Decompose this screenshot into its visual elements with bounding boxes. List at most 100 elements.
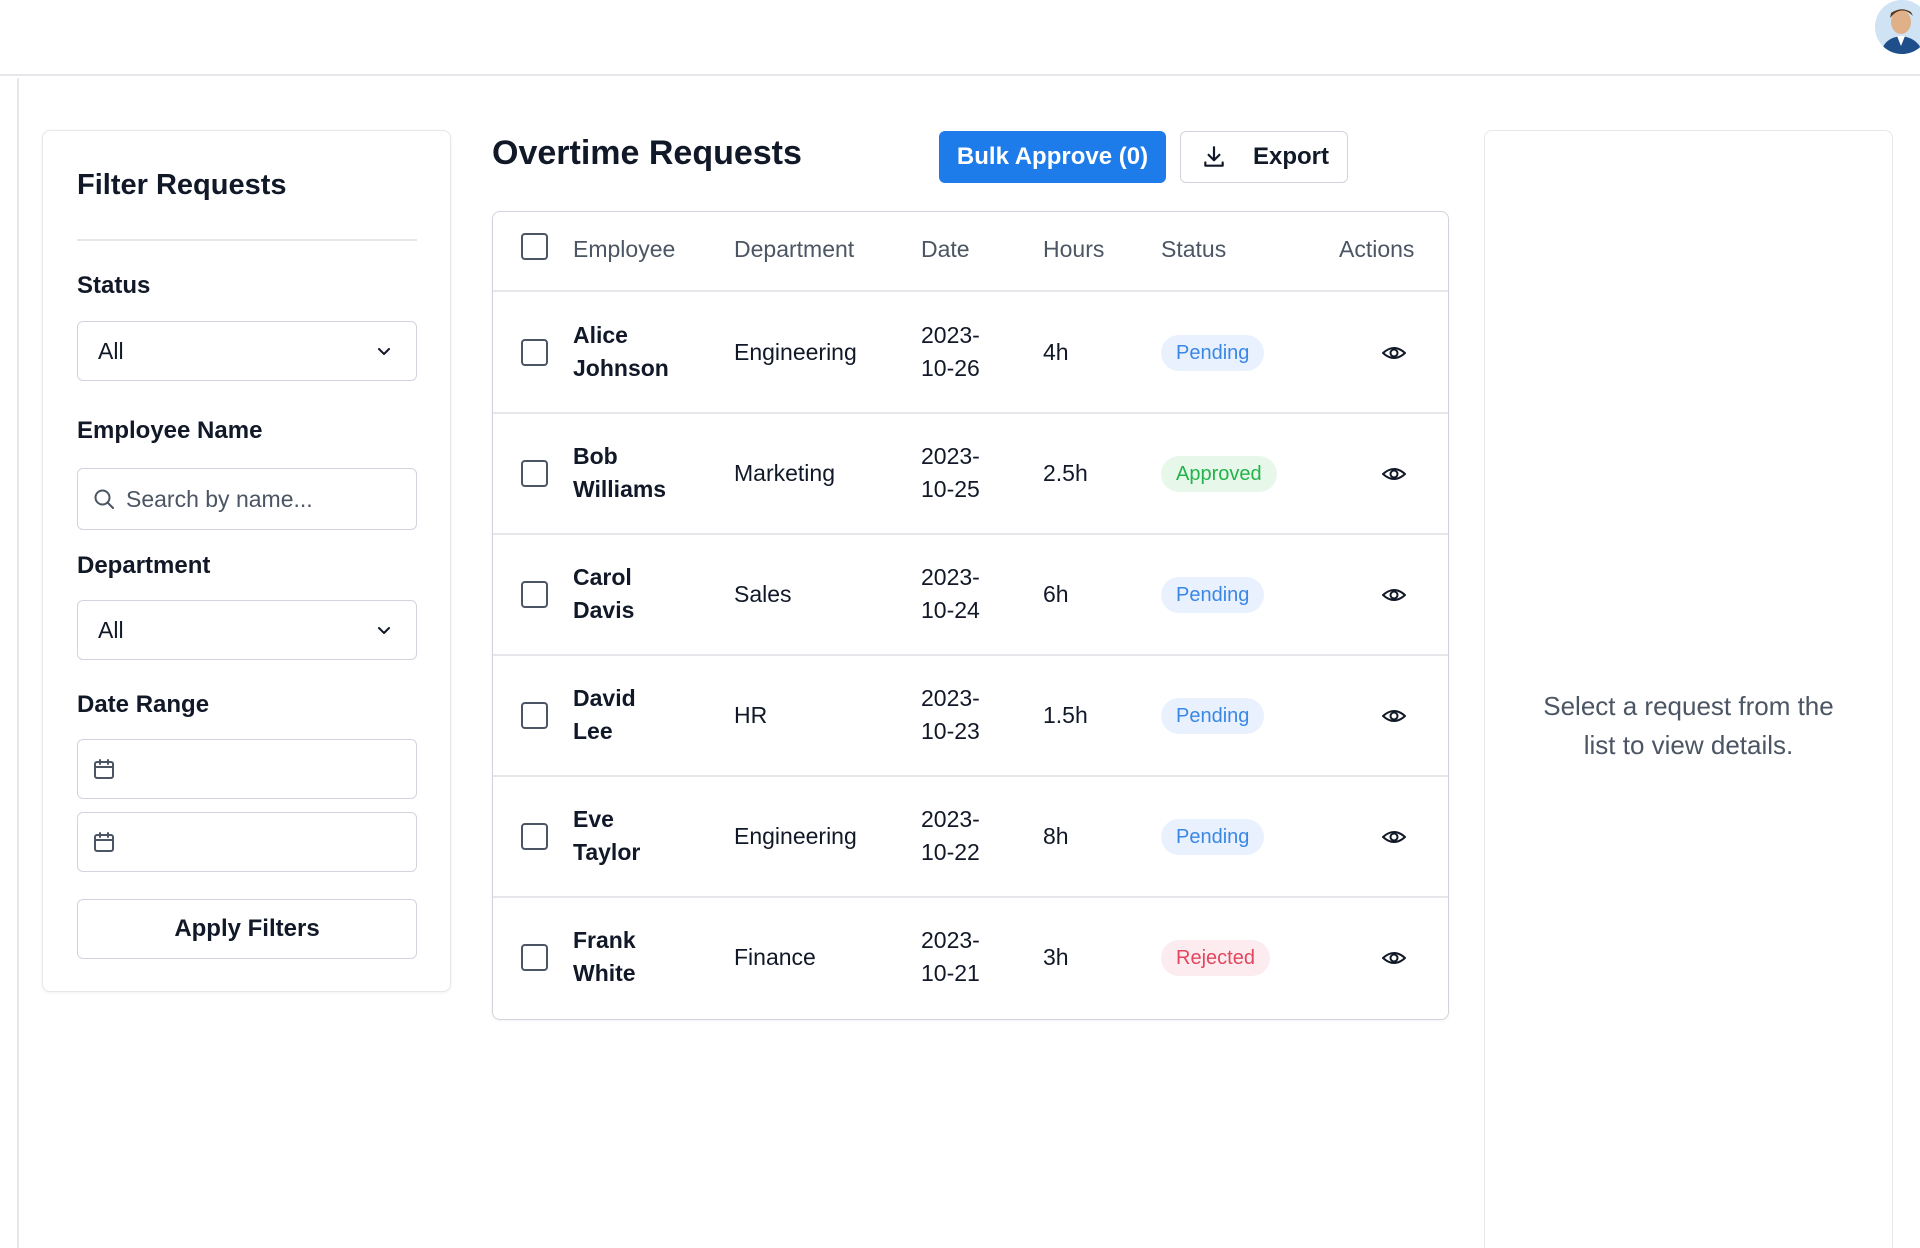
calendar-icon: [94, 759, 114, 779]
employee-name: Bob Williams: [573, 440, 683, 506]
status-badge: Pending: [1161, 819, 1265, 855]
employee-search-input[interactable]: [126, 485, 396, 513]
employee-first-name: Carol: [573, 564, 632, 590]
chevron-down-icon: [378, 348, 390, 355]
employee-last-name: Taylor: [573, 839, 641, 865]
search-icon: [94, 489, 114, 509]
hours-cell: 6h: [1043, 581, 1069, 607]
employee-first-name: David: [573, 685, 636, 711]
department-label: Department: [77, 552, 211, 579]
date-year: 2023-: [921, 564, 980, 590]
page-title: Overtime Requests: [492, 134, 802, 172]
details-panel: Select a request from the list to view d…: [1484, 130, 1893, 1248]
row-checkbox[interactable]: [521, 823, 548, 850]
eye-icon[interactable]: [1381, 827, 1407, 847]
eye-icon[interactable]: [1381, 948, 1407, 968]
status-select[interactable]: All: [77, 321, 417, 381]
date-cell: 2023- 10-25: [921, 440, 1001, 506]
date-month-day: 10-21: [921, 960, 980, 986]
date-month-day: 10-22: [921, 839, 980, 865]
hours-cell: 2.5h: [1043, 460, 1088, 486]
department-cell: Engineering: [734, 823, 857, 849]
eye-icon[interactable]: [1381, 706, 1407, 726]
download-icon: [1204, 146, 1224, 167]
employee-last-name: Williams: [573, 476, 667, 502]
table-row[interactable]: Alice Johnson Engineering 2023- 10-26 4h Pendi…: [493, 293, 1448, 414]
row-checkbox[interactable]: [521, 944, 548, 971]
employee-search-field[interactable]: [77, 468, 417, 530]
export-label: Export: [1253, 143, 1330, 170]
calendar-icon: [94, 832, 114, 852]
select-all-checkbox[interactable]: [521, 233, 548, 260]
column-header-status: Status: [1161, 236, 1227, 262]
column-header-actions: Actions: [1339, 236, 1415, 262]
employee-name: Frank White: [573, 924, 683, 990]
hours-cell: 8h: [1043, 823, 1069, 849]
employee-first-name: Bob: [573, 443, 618, 469]
status-badge: Pending: [1161, 335, 1265, 371]
department-select[interactable]: All: [77, 600, 417, 660]
department-cell: Finance: [734, 944, 816, 970]
row-checkbox[interactable]: [521, 702, 548, 729]
employee-first-name: Alice: [573, 322, 628, 348]
filter-title: Filter Requests: [77, 169, 287, 201]
apply-filters-button[interactable]: Apply Filters: [77, 899, 417, 959]
department-cell: HR: [734, 702, 768, 728]
employee-name: David Lee: [573, 682, 683, 748]
export-button[interactable]: Export: [1180, 131, 1348, 183]
sidebar-divider: [17, 78, 19, 1248]
date-year: 2023-: [921, 685, 980, 711]
department-cell: Sales: [734, 581, 792, 607]
table-header: Employee Department Date Hours Status Ac…: [493, 212, 1448, 292]
date-month-day: 10-24: [921, 597, 980, 623]
row-checkbox[interactable]: [521, 339, 548, 366]
date-year: 2023-: [921, 443, 980, 469]
employee-first-name: Eve: [573, 806, 614, 832]
eye-icon[interactable]: [1381, 585, 1407, 605]
table-row[interactable]: Frank White Finance 2023- 10-21 3h Rejected: [493, 898, 1448, 1019]
table-row[interactable]: David Lee HR 2023- 10-23 1.5h Pending: [493, 656, 1448, 777]
date-cell: 2023- 10-21: [921, 924, 1001, 990]
status-badge: Approved: [1161, 456, 1277, 492]
status-badge: Pending: [1161, 698, 1265, 734]
employee-last-name: Lee: [573, 718, 613, 744]
chevron-down-icon: [378, 627, 390, 634]
row-checkbox[interactable]: [521, 581, 548, 608]
hours-cell: 3h: [1043, 944, 1069, 970]
requests-table: Employee Department Date Hours Status Ac…: [492, 211, 1449, 1020]
date-year: 2023-: [921, 322, 980, 348]
department-cell: Marketing: [734, 460, 835, 486]
bulk-approve-button[interactable]: Bulk Approve (0): [939, 131, 1166, 183]
date-range-label: Date Range: [77, 691, 210, 718]
status-badge: Pending: [1161, 577, 1265, 613]
row-checkbox[interactable]: [521, 460, 548, 487]
start-date-field[interactable]: [77, 739, 417, 799]
date-year: 2023-: [921, 927, 980, 953]
department-cell: Engineering: [734, 339, 857, 365]
details-empty-message: Select a request from the list to view d…: [1543, 691, 1834, 760]
eye-icon[interactable]: [1381, 343, 1407, 363]
table-row[interactable]: Bob Williams Marketing 2023- 10-25 2.5h Approv…: [493, 414, 1448, 535]
table-row[interactable]: Eve Taylor Engineering 2023- 10-22 8h Pending: [493, 777, 1448, 898]
divider: [77, 239, 417, 241]
date-month-day: 10-25: [921, 476, 980, 502]
top-bar: [0, 0, 1920, 76]
employee-name: Alice Johnson: [573, 319, 683, 385]
date-cell: 2023- 10-24: [921, 561, 1001, 627]
column-header-department: Department: [734, 236, 855, 262]
date-year: 2023-: [921, 806, 980, 832]
employee-name: Carol Davis: [573, 561, 683, 627]
column-header-hours: Hours: [1043, 236, 1105, 262]
date-cell: 2023- 10-22: [921, 803, 1001, 869]
employee-name-label: Employee Name: [77, 417, 263, 444]
status-badge: Rejected: [1161, 940, 1270, 976]
employee-name: Eve Taylor: [573, 803, 683, 869]
date-month-day: 10-23: [921, 718, 980, 744]
eye-icon[interactable]: [1381, 464, 1407, 484]
date-month-day: 10-26: [921, 355, 980, 381]
date-cell: 2023- 10-23: [921, 682, 1001, 748]
avatar[interactable]: [1875, 0, 1920, 54]
employee-last-name: Davis: [573, 597, 635, 623]
table-row[interactable]: Carol Davis Sales 2023- 10-24 6h Pending: [493, 535, 1448, 656]
end-date-field[interactable]: [77, 812, 417, 872]
